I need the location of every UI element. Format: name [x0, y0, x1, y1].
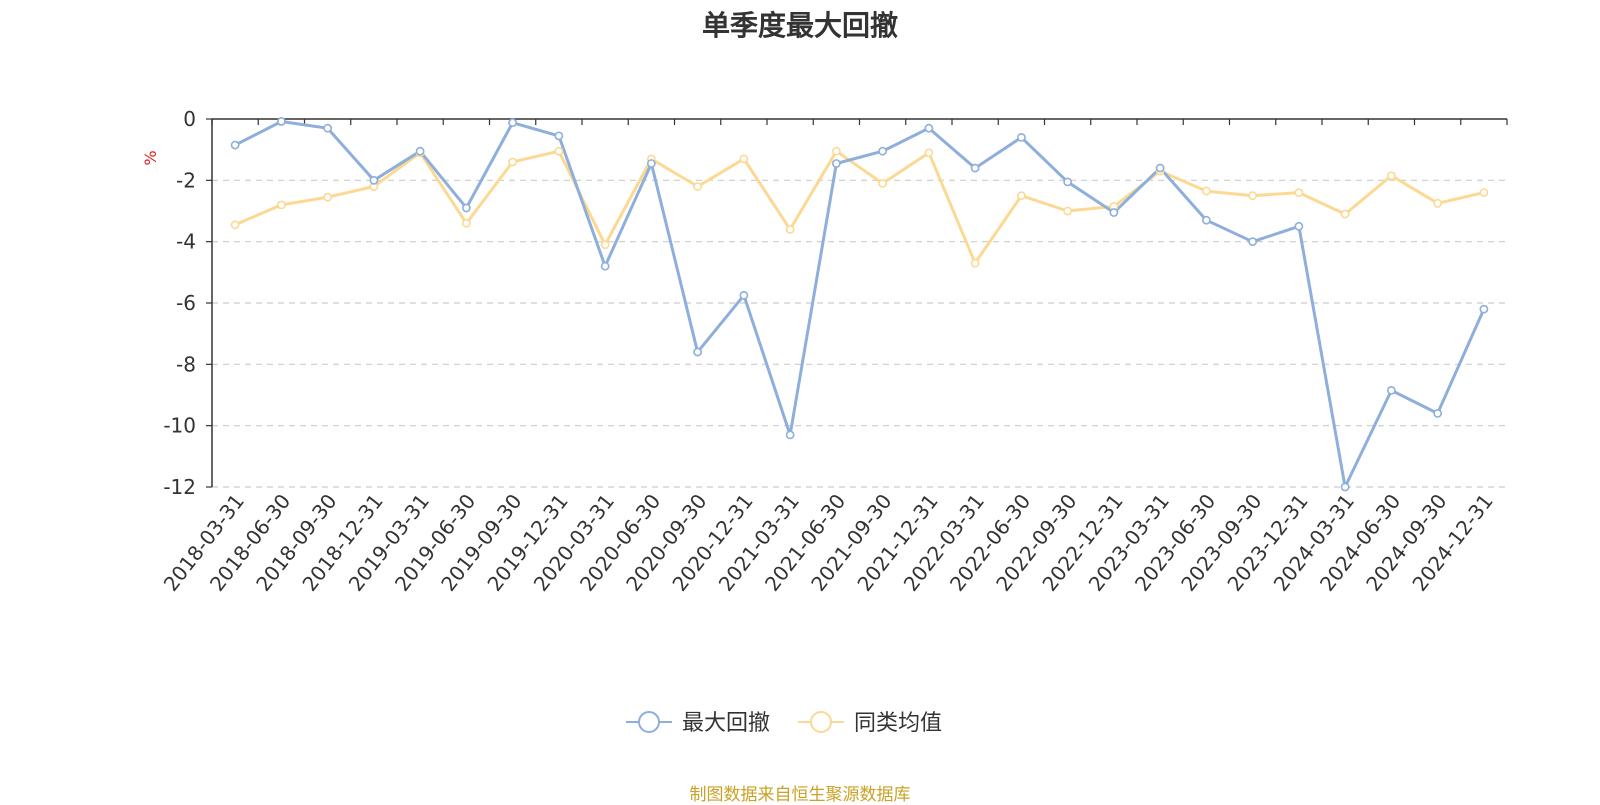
data-point — [739, 290, 749, 300]
data-point — [1294, 188, 1304, 197]
y-tick-label: -6 — [176, 291, 196, 315]
data-point — [276, 117, 286, 126]
data-point — [693, 182, 703, 191]
data-point — [276, 200, 286, 210]
data-point — [415, 146, 425, 156]
data-point — [1479, 304, 1489, 314]
data-point — [739, 154, 749, 164]
data-point — [323, 123, 333, 133]
y-tick-label: -4 — [176, 230, 196, 254]
data-point — [924, 123, 934, 133]
data-point — [1201, 186, 1211, 196]
data-point — [600, 240, 610, 250]
data-point — [230, 140, 240, 150]
data-point — [554, 146, 564, 156]
data-point — [1109, 208, 1119, 217]
data-point — [369, 175, 379, 185]
data-point — [1340, 482, 1350, 492]
data-point — [1479, 188, 1489, 197]
y-tick-label: -8 — [176, 352, 196, 376]
data-point — [461, 203, 471, 213]
data-point — [508, 118, 518, 128]
data-point — [1016, 132, 1026, 142]
data-point — [1340, 209, 1350, 219]
data-point — [1201, 215, 1211, 225]
data-point — [693, 347, 703, 357]
data-point — [1155, 163, 1165, 173]
data-point — [1016, 191, 1026, 201]
legend-label: 同类均值 — [854, 711, 942, 736]
chart-title: 单季度最大回撤 — [701, 9, 898, 42]
data-point — [785, 224, 795, 234]
data-point — [461, 218, 471, 228]
y-axis-label: % — [141, 150, 160, 165]
legend-symbol-marker — [638, 711, 660, 733]
data-point — [878, 178, 888, 188]
data-point — [878, 146, 888, 156]
y-tick-label: 0 — [183, 107, 196, 131]
data-point — [323, 192, 333, 202]
data-point — [1063, 177, 1073, 187]
data-point — [1248, 237, 1258, 247]
legend-label: 最大回撤 — [682, 711, 770, 736]
data-point — [1063, 206, 1073, 216]
data-point — [600, 261, 610, 271]
data-point — [970, 258, 980, 268]
series-line — [234, 120, 1486, 489]
data-point — [646, 159, 656, 168]
data-point — [1294, 221, 1304, 231]
data-point — [924, 148, 934, 158]
y-tick-label: -2 — [176, 168, 196, 192]
legend-symbol-marker — [810, 711, 832, 733]
data-point — [1386, 171, 1396, 181]
data-point — [970, 163, 980, 173]
y-tick-label: -10 — [163, 414, 196, 438]
data-point — [230, 220, 240, 230]
data-point — [1433, 198, 1443, 208]
y-tick-label: -12 — [163, 475, 196, 499]
data-point — [831, 146, 841, 156]
data-point — [554, 131, 564, 141]
data-point — [831, 159, 841, 168]
footer-source: 制图数据来自恒生聚源数据库 — [689, 785, 911, 805]
data-point — [508, 157, 518, 167]
data-point — [785, 430, 795, 440]
data-point — [1248, 191, 1258, 201]
data-point — [1386, 385, 1396, 395]
data-point — [1433, 408, 1443, 418]
series-line — [234, 149, 1485, 265]
